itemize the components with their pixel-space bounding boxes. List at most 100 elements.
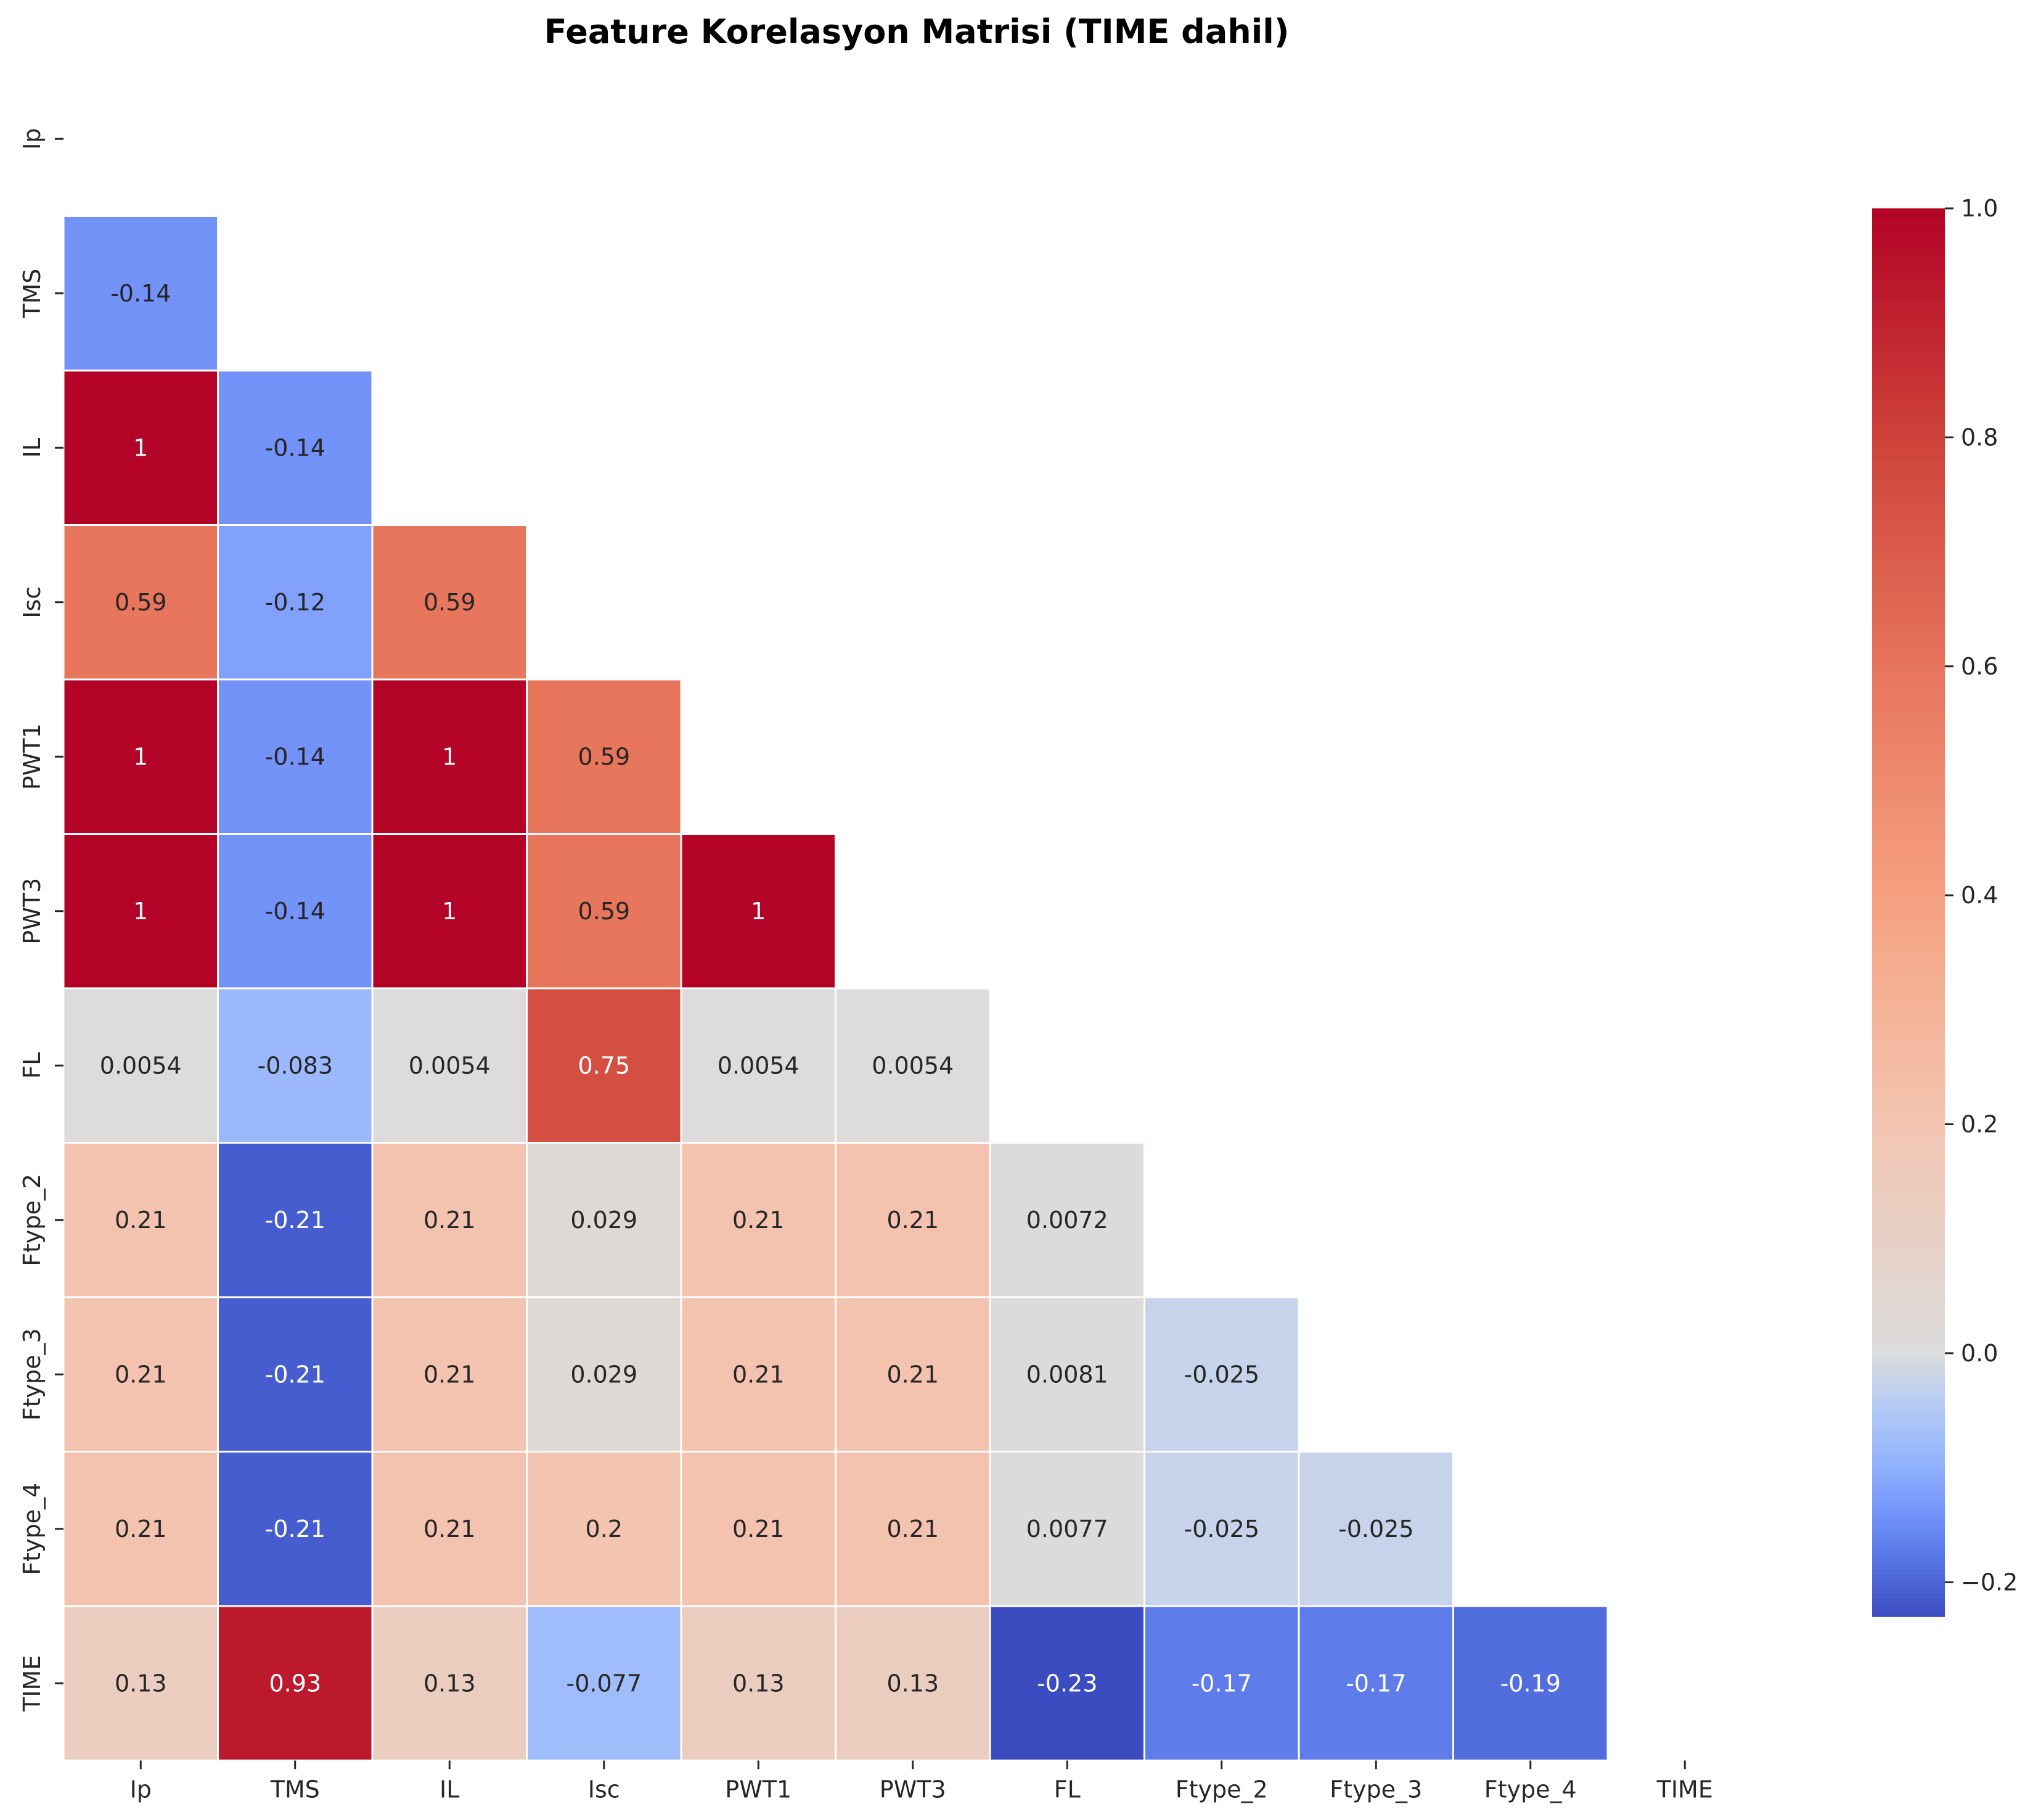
heatmap-cell-TIME-Ftype_3 — [1298, 1605, 1454, 1761]
heatmap-cell-TIME-Ftype_4 — [1452, 1605, 1609, 1761]
cell-value-FL-PWT1: 0.0054 — [718, 1052, 800, 1079]
colorbar-segment — [1872, 1417, 1945, 1424]
colorbar-segment — [1872, 1293, 1945, 1300]
cell-value-Ftype_2-FL: 0.0072 — [1026, 1207, 1108, 1234]
colorbar-segment — [1872, 1258, 1945, 1265]
colorbar-segment — [1872, 1528, 1945, 1535]
cell-value-PWT1-IL: 1 — [442, 743, 457, 770]
heatmap-cell-Ftype_4-FL — [989, 1451, 1145, 1607]
colorbar-segment — [1872, 695, 1945, 702]
heatmap-cell-TIME-PWT3 — [835, 1605, 991, 1761]
colorbar-tick-label: 0.4 — [1961, 882, 1998, 909]
colorbar-segment — [1872, 466, 1945, 473]
cell-value-Ftype_3-TMS: -0.21 — [265, 1361, 325, 1388]
colorbar-segment — [1872, 1211, 1945, 1218]
colorbar-segment — [1872, 871, 1945, 878]
colorbar-segment — [1872, 625, 1945, 631]
colorbar-segment — [1872, 760, 1945, 766]
y-tick-label-Ftype_3: Ftype_3 — [18, 1328, 46, 1420]
colorbar-segment — [1872, 273, 1945, 279]
colorbar-segment — [1872, 384, 1945, 391]
colorbar-segment — [1872, 507, 1945, 514]
colorbar-segment — [1872, 806, 1945, 814]
y-tick-label-IL: IL — [18, 438, 46, 457]
colorbar-segment — [1872, 1240, 1945, 1248]
colorbar-segment — [1872, 771, 1945, 778]
colorbar-segment — [1872, 343, 1945, 350]
cell-value-Isc-TMS: -0.12 — [265, 589, 325, 616]
colorbar-segment — [1872, 1557, 1945, 1565]
colorbar-segment — [1872, 378, 1945, 385]
colorbar-tick-label: 0.2 — [1961, 1111, 1998, 1138]
colorbar-segment — [1872, 1482, 1945, 1488]
x-tick-label-IL: IL — [440, 1776, 459, 1803]
colorbar-segment — [1872, 1012, 1945, 1019]
colorbar-segment — [1872, 648, 1945, 655]
cell-value-Ftype_3-FL: 0.0081 — [1026, 1361, 1108, 1388]
colorbar-segment — [1872, 1422, 1945, 1430]
colorbar-segment — [1872, 1265, 1945, 1271]
colorbar-segment — [1872, 730, 1945, 737]
colorbar-segment — [1872, 1205, 1945, 1213]
colorbar-segment — [1872, 454, 1945, 462]
colorbar-segment — [1872, 1340, 1945, 1348]
colorbar-segment — [1872, 284, 1945, 292]
colorbar-segment — [1872, 208, 1945, 215]
cell-value-PWT1-Isc: 0.59 — [578, 743, 630, 770]
heatmap-cell-Ftype_3-FL — [989, 1296, 1145, 1453]
heatmap-cell-Ftype_3-IL — [371, 1296, 528, 1453]
colorbar-segment — [1872, 355, 1945, 362]
heatmap-cell-PWT3-Isc — [526, 833, 682, 990]
colorbar-tick-label: −0.2 — [1961, 1568, 2018, 1596]
colorbar-segment — [1872, 337, 1945, 344]
colorbar-segment — [1872, 977, 1945, 983]
colorbar-segment — [1872, 1118, 1945, 1125]
colorbar-segment — [1872, 396, 1945, 403]
colorbar-segment — [1872, 1059, 1945, 1066]
colorbar-segment — [1872, 1030, 1945, 1036]
colorbar-segment — [1872, 525, 1945, 532]
colorbar-segment — [1872, 331, 1945, 338]
colorbar-segment — [1872, 279, 1945, 285]
colorbar-tick-label: 1.0 — [1961, 195, 1998, 222]
colorbar-segment — [1872, 1317, 1945, 1324]
colorbar-segment — [1872, 1041, 1945, 1048]
colorbar-segment — [1872, 1540, 1945, 1547]
cell-value-FL-IL: 0.0054 — [409, 1052, 491, 1079]
heatmap-cell-Isc-TMS — [217, 524, 374, 681]
colorbar-segment — [1872, 1112, 1945, 1118]
colorbar-segment — [1872, 724, 1945, 731]
colorbar-segment — [1872, 636, 1945, 644]
cell-value-Ftype_3-PWT3: 0.21 — [886, 1361, 939, 1388]
colorbar-segment — [1872, 671, 1945, 679]
colorbar-segment — [1872, 1223, 1945, 1230]
colorbar-segment — [1872, 1176, 1945, 1183]
chart-title: Feature Korelasyon Matrisi (TIME dahil) — [544, 12, 1290, 51]
heatmap-cell-FL-PWT3 — [835, 987, 991, 1144]
colorbar-segment — [1872, 232, 1945, 239]
colorbar-segment — [1872, 666, 1945, 673]
cell-value-TIME-Ftype_2: -0.17 — [1192, 1670, 1252, 1697]
colorbar-segment — [1872, 1364, 1945, 1371]
colorbar-segment — [1872, 707, 1945, 714]
colorbar-segment — [1872, 1375, 1945, 1383]
colorbar-segment — [1872, 1282, 1945, 1289]
heatmap-cell-Ftype_2-TMS — [217, 1142, 374, 1298]
heatmap-cell-Ftype_2-PWT3 — [835, 1142, 991, 1298]
cell-value-TIME-TMS: 0.93 — [269, 1670, 321, 1697]
heatmap-cell-TIME-Isc — [526, 1605, 682, 1761]
colorbar-segment — [1872, 1305, 1945, 1312]
colorbar-segment — [1872, 1446, 1945, 1453]
colorbar-segment — [1872, 1188, 1945, 1195]
cell-value-Ftype_3-Ftype_2: -0.025 — [1184, 1361, 1260, 1388]
x-tick-label-FL: FL — [1054, 1776, 1081, 1803]
y-tick-label-FL: FL — [18, 1052, 46, 1079]
colorbar-segment — [1872, 1464, 1945, 1470]
x-tick-label-Ip: Ip — [130, 1776, 152, 1803]
colorbar-segment — [1872, 1499, 1945, 1506]
colorbar-segment — [1872, 237, 1945, 244]
cell-value-PWT3-IL: 1 — [442, 898, 457, 925]
colorbar-segment — [1872, 948, 1945, 954]
heatmap-cell-PWT3-PWT1 — [680, 833, 837, 990]
colorbar-segment — [1872, 1158, 1945, 1166]
